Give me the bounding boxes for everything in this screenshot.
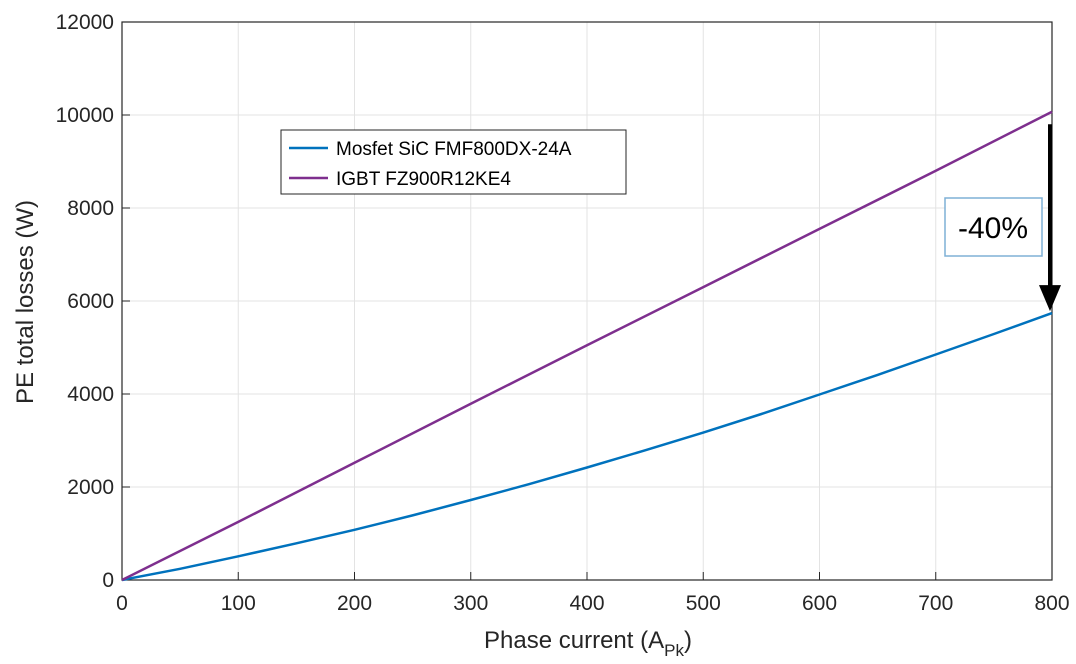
y-tick-label: 10000: [56, 104, 114, 127]
x-tick-label: 800: [1034, 592, 1069, 615]
legend-label-mosfet: Mosfet SiC FMF800DX-24A: [336, 139, 572, 160]
annotation-arrow-head: [1039, 285, 1061, 312]
annotation-box: [944, 197, 1043, 257]
y-tick-label: 2000: [67, 476, 114, 499]
x-tick-label: 700: [918, 592, 953, 615]
x-tick-label: 300: [453, 592, 488, 615]
series-group: [121, 110, 1053, 582]
y-tick-label: 4000: [67, 383, 114, 406]
x-tick-label: 200: [337, 592, 372, 615]
legend-box: [280, 129, 627, 195]
x-tick-label: 100: [221, 592, 256, 615]
legend-label-igbt: IGBT FZ900R12KE4: [336, 169, 511, 190]
x-axis-ticks: 0 100 200 300 400 500 600 700 800: [116, 572, 1070, 615]
annotation-label: -40%: [958, 212, 1028, 245]
x-tick-label: 0: [116, 592, 128, 615]
series-line-0: [121, 311, 1053, 582]
x-axis-label-subscript: Pk: [664, 641, 684, 660]
y-tick-label: 12000: [56, 11, 114, 34]
x-axis-label-close: ): [684, 627, 692, 654]
y-axis-label: PE total losses (W): [12, 200, 39, 404]
y-tick-label: 6000: [67, 290, 114, 313]
x-axis-label-main: Phase current (A: [484, 627, 664, 654]
y-axis-ticks: 0 2000 4000 6000 8000 10000 12000: [56, 11, 130, 592]
x-tick-label: 600: [802, 592, 837, 615]
y-tick-label: 0: [102, 569, 114, 592]
legend: Mosfet SiC FMF800DX-24A IGBT FZ900R12KE4: [280, 129, 627, 195]
y-tick-label: 8000: [67, 197, 114, 220]
annotation: -40%: [944, 124, 1061, 312]
x-axis-label: Phase current (APk): [484, 627, 692, 660]
x-tick-label: 400: [569, 592, 604, 615]
x-tick-label: 500: [686, 592, 721, 615]
series-line-1: [121, 110, 1053, 582]
